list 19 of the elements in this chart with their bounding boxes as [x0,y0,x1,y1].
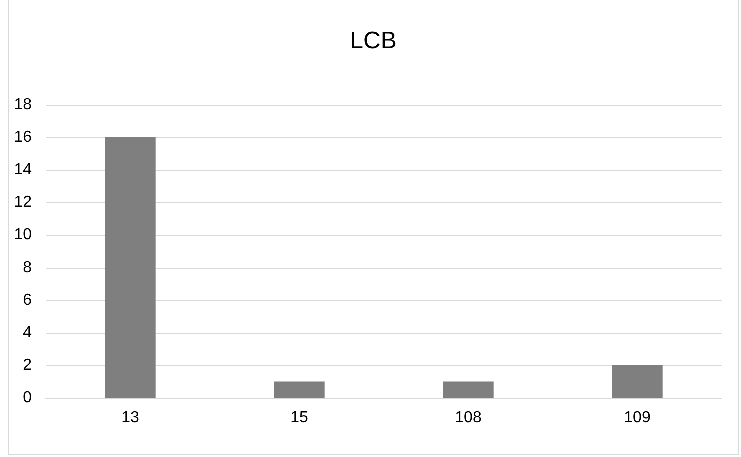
y-tick-label: 18 [14,96,32,114]
bar [105,138,156,398]
y-tick-label: 6 [23,292,32,309]
x-tick-label: 15 [290,410,308,426]
y-tick-label: 8 [23,259,32,276]
chart-title: LCB [350,28,397,54]
y-tick-label: 16 [14,129,32,146]
y-tick-label: 12 [14,194,32,212]
x-tick-label: 13 [122,410,140,426]
y-tick-label: 10 [14,226,32,244]
x-tick-label: 108 [455,410,482,426]
x-tick-label: 109 [624,410,651,426]
y-tick-label: 2 [23,356,32,374]
bar [612,365,663,398]
y-tick-label: 0 [23,390,32,406]
y-tick-label: 4 [23,324,32,342]
bar [274,382,325,398]
y-tick-label: 14 [14,162,32,179]
bar [443,382,494,398]
